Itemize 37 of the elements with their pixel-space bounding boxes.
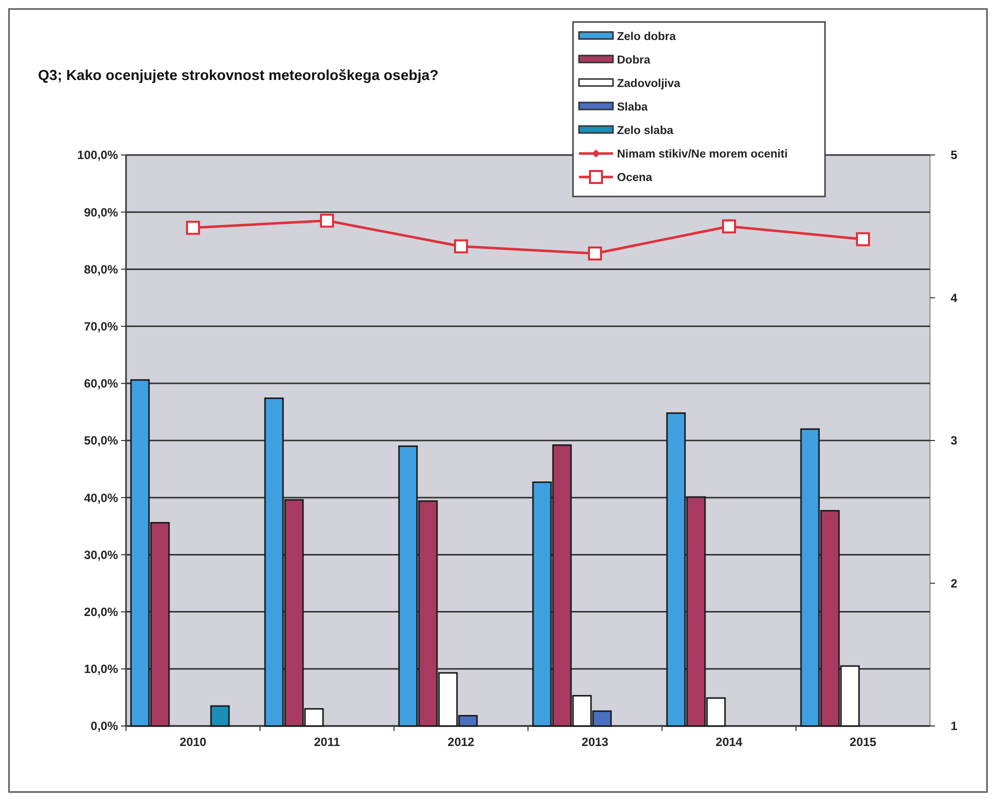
y2-tick-label: 3 xyxy=(950,434,958,448)
point xyxy=(588,246,602,260)
x-tick-label: 2015 xyxy=(850,735,877,749)
y-tick-label: 90,0% xyxy=(84,205,118,220)
legend-label: Zelo dobra xyxy=(617,31,676,44)
legend-label: Ocena xyxy=(617,172,653,184)
point xyxy=(186,220,200,235)
point xyxy=(722,219,736,234)
x-tick-label: 2014 xyxy=(716,735,743,749)
x-tick-label: 2012 xyxy=(448,735,475,749)
y-tick-label: 0,0% xyxy=(90,719,118,734)
y-tick-label: 60,0% xyxy=(84,376,118,391)
y-tick-label: 100,0% xyxy=(77,148,118,162)
legend-label: Nimam stikiv/Ne morem oceniti xyxy=(617,148,788,161)
point xyxy=(454,239,468,254)
y2-tick-label: 4 xyxy=(950,290,958,305)
y-tick-label: 50,0% xyxy=(84,434,118,448)
y-tick-label: 70,0% xyxy=(84,320,118,334)
y-tick-label: 30,0% xyxy=(84,548,118,562)
y2-tick-label: 2 xyxy=(950,576,958,590)
y-tick-label: 20,0% xyxy=(84,605,118,619)
x-tick-label: 2010 xyxy=(180,735,207,749)
legend-label: Dobra xyxy=(617,54,651,67)
y2-tick-label: 1 xyxy=(950,719,958,734)
y-tick-label: 40,0% xyxy=(84,490,118,505)
x-tick-label: 2011 xyxy=(314,735,340,749)
y-tick-label: 80,0% xyxy=(84,262,118,276)
bar xyxy=(210,705,230,727)
y-tick-label: 10,0% xyxy=(84,662,118,676)
point xyxy=(320,214,334,228)
legend-label: Zelo slaba xyxy=(617,125,674,138)
legend-label: Zadovoljiva xyxy=(617,78,681,90)
y2-tick-label: 5 xyxy=(950,148,958,162)
point xyxy=(856,232,870,246)
legend-label: Slaba xyxy=(617,102,648,114)
x-tick-label: 2013 xyxy=(582,735,609,749)
chart-title: Q3; Kako ocenjujete strokovnost meteorološkega osebja? xyxy=(38,68,439,84)
